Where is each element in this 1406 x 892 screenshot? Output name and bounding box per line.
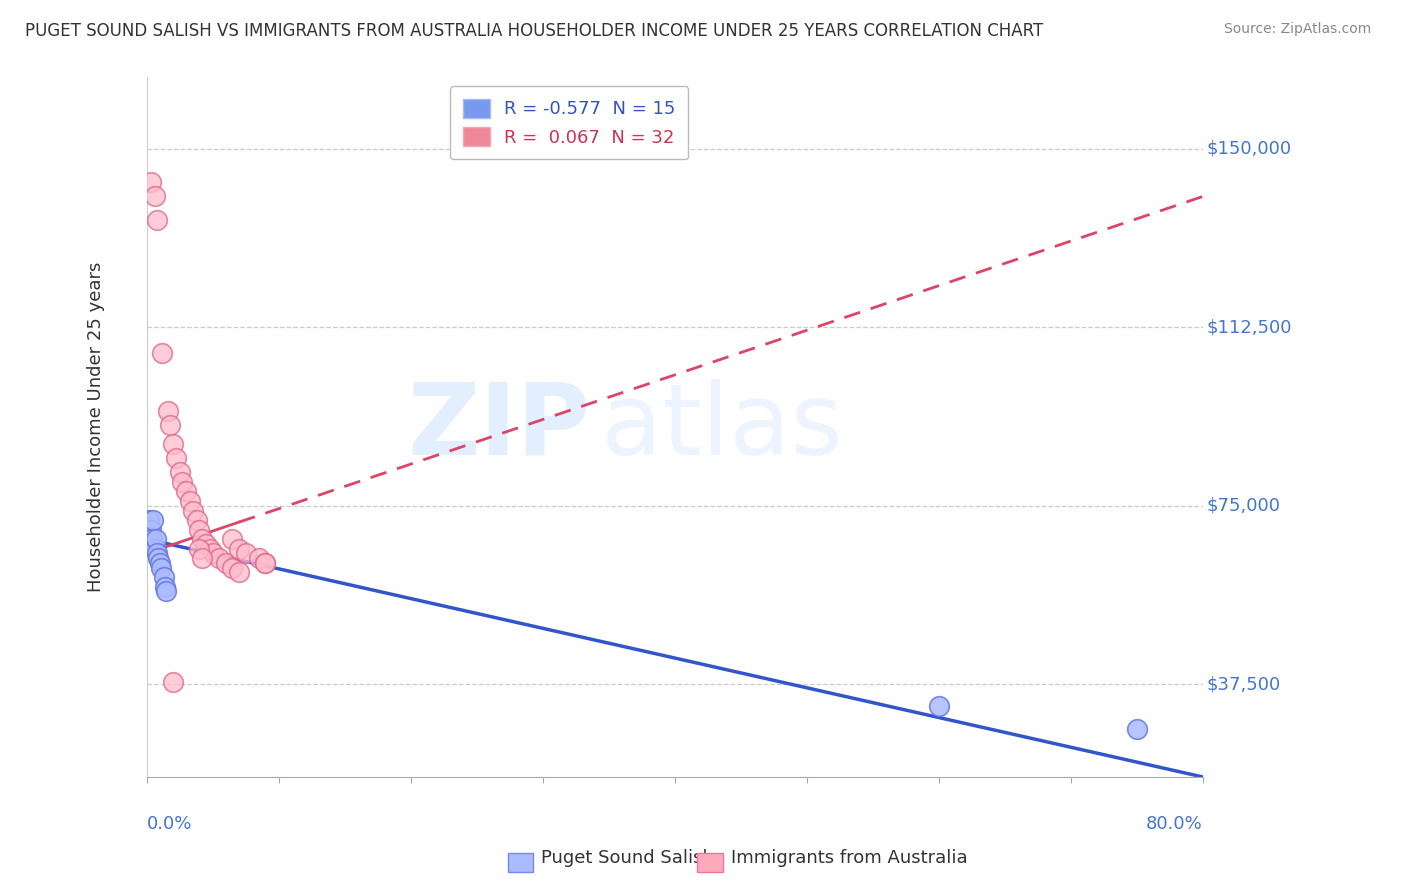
Point bbox=[142, 513, 165, 527]
Point bbox=[228, 541, 250, 556]
Point bbox=[928, 698, 950, 713]
Point bbox=[146, 213, 169, 227]
Point bbox=[156, 403, 179, 417]
Text: $150,000: $150,000 bbox=[1206, 140, 1292, 158]
Point bbox=[247, 551, 270, 566]
Point bbox=[150, 560, 173, 574]
Point bbox=[143, 189, 166, 203]
Point bbox=[181, 503, 204, 517]
Point bbox=[148, 551, 170, 566]
Point bbox=[162, 437, 184, 451]
Point bbox=[254, 556, 277, 570]
Text: Source: ZipAtlas.com: Source: ZipAtlas.com bbox=[1223, 22, 1371, 37]
Text: 0.0%: 0.0% bbox=[146, 815, 193, 833]
Legend: R = -0.577  N = 15, R =  0.067  N = 32: R = -0.577 N = 15, R = 0.067 N = 32 bbox=[450, 87, 689, 160]
Point bbox=[153, 580, 176, 594]
Text: ZIP: ZIP bbox=[408, 379, 591, 475]
Point bbox=[235, 546, 257, 560]
Point bbox=[141, 532, 163, 546]
Point bbox=[1126, 723, 1149, 737]
Point bbox=[155, 584, 177, 599]
Point bbox=[152, 346, 174, 360]
Point bbox=[186, 513, 208, 527]
Point bbox=[172, 475, 194, 489]
Point bbox=[228, 566, 250, 580]
Point bbox=[149, 556, 172, 570]
Point bbox=[208, 551, 231, 566]
Point bbox=[188, 541, 211, 556]
Text: Householder Income Under 25 years: Householder Income Under 25 years bbox=[87, 262, 105, 592]
Point bbox=[165, 451, 187, 466]
Point bbox=[195, 537, 218, 551]
Text: $112,500: $112,500 bbox=[1206, 318, 1292, 336]
Point bbox=[174, 484, 197, 499]
Point bbox=[139, 523, 162, 537]
Point bbox=[159, 417, 181, 432]
Point bbox=[191, 551, 214, 566]
Point bbox=[143, 541, 166, 556]
Point bbox=[179, 494, 201, 508]
Point bbox=[201, 546, 224, 560]
Point bbox=[162, 674, 184, 689]
Text: $37,500: $37,500 bbox=[1206, 675, 1281, 693]
Text: Immigrants from Australia: Immigrants from Australia bbox=[731, 849, 967, 867]
Text: Puget Sound Salish: Puget Sound Salish bbox=[541, 849, 714, 867]
Point bbox=[138, 513, 160, 527]
Point bbox=[221, 532, 243, 546]
Point bbox=[152, 570, 174, 584]
Point bbox=[139, 175, 162, 189]
Text: $75,000: $75,000 bbox=[1206, 497, 1281, 515]
Text: 80.0%: 80.0% bbox=[1146, 815, 1204, 833]
Point bbox=[198, 541, 221, 556]
Point bbox=[191, 532, 214, 546]
Point bbox=[169, 466, 191, 480]
Point bbox=[188, 523, 211, 537]
Text: atlas: atlas bbox=[600, 379, 842, 475]
Text: PUGET SOUND SALISH VS IMMIGRANTS FROM AUSTRALIA HOUSEHOLDER INCOME UNDER 25 YEAR: PUGET SOUND SALISH VS IMMIGRANTS FROM AU… bbox=[25, 22, 1043, 40]
Point bbox=[215, 556, 238, 570]
Point bbox=[145, 532, 167, 546]
Point bbox=[146, 546, 169, 560]
Point bbox=[221, 560, 243, 574]
Point bbox=[254, 556, 277, 570]
